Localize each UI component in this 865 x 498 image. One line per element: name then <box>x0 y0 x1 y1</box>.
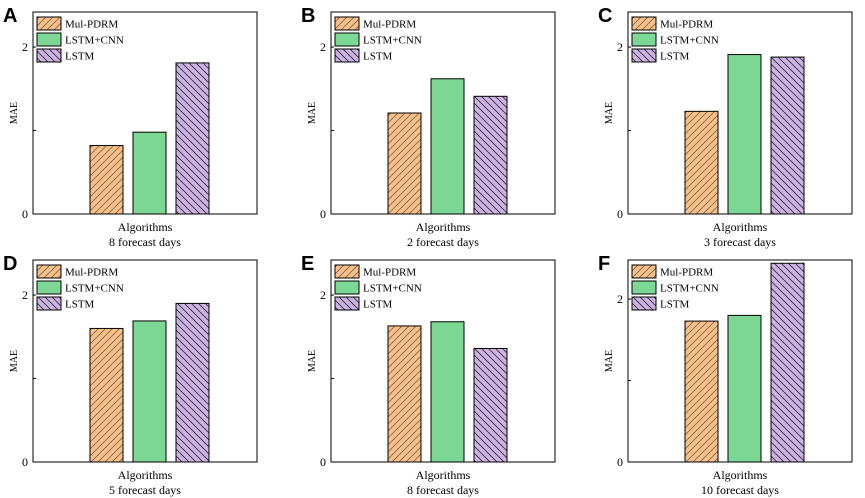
bar-lstm <box>770 262 805 463</box>
bar-mul-pdrm <box>684 110 719 215</box>
panel-letter: F <box>598 253 610 275</box>
legend-swatch <box>631 32 657 47</box>
legend-label: Mul-PDRM <box>363 19 416 31</box>
y-tick-label: 0 <box>22 207 28 221</box>
legend-swatch <box>36 16 62 31</box>
bar-mul-pdrm <box>387 325 422 463</box>
y-tick-label: 0 <box>320 455 326 469</box>
legend-swatch <box>36 280 62 295</box>
legend-label: LSTM+CNN <box>660 35 719 47</box>
y-tick-label: 2 <box>22 40 28 54</box>
legend-swatch <box>36 296 62 311</box>
y-tick-label: 2 <box>22 288 28 302</box>
legend-swatch <box>334 16 360 31</box>
legend-swatch <box>631 280 657 295</box>
legend-swatch <box>631 16 657 31</box>
legend-swatch <box>631 296 657 311</box>
panel-letter: D <box>3 253 17 275</box>
bar-lstm <box>770 56 805 215</box>
legend-label: LSTM+CNN <box>65 283 124 295</box>
x-axis-subtitle: 10 forecast days <box>701 483 779 497</box>
legend-label: LSTM+CNN <box>660 283 719 295</box>
x-axis-label: Algorithms <box>713 468 768 482</box>
legend-swatch <box>334 264 360 279</box>
bar-mul-pdrm <box>387 112 422 215</box>
legend-swatch <box>334 48 360 63</box>
y-tick-label: 2 <box>320 40 326 54</box>
y-tick-label: 2 <box>617 40 623 54</box>
x-axis-subtitle: 8 forecast days <box>407 483 479 497</box>
legend-label: LSTM <box>65 299 95 311</box>
y-axis-label: MAE <box>9 102 20 124</box>
x-axis-label: Algorithms <box>713 220 768 234</box>
x-axis-subtitle: 2 forecast days <box>407 235 479 249</box>
legend-label: Mul-PDRM <box>660 19 713 31</box>
x-axis-label: Algorithms <box>416 468 471 482</box>
y-axis-label: MAE <box>604 350 615 372</box>
bar-mul-pdrm <box>89 145 124 215</box>
legend-label: LSTM+CNN <box>65 35 124 47</box>
panel-letter: A <box>3 5 17 27</box>
y-tick-label: 0 <box>320 207 326 221</box>
legend-label: LSTM+CNN <box>363 283 422 295</box>
legend-label: LSTM <box>660 299 690 311</box>
legend-label: Mul-PDRM <box>660 267 713 279</box>
bar-lstm <box>175 62 210 215</box>
legend-label: LSTM <box>660 51 690 63</box>
bar-lstm-cnn <box>132 320 167 463</box>
x-axis-subtitle: 8 forecast days <box>109 235 181 249</box>
legend-label: LSTM <box>363 299 393 311</box>
y-tick-label: 2 <box>320 288 326 302</box>
x-axis-subtitle: 3 forecast days <box>704 235 776 249</box>
legend-swatch <box>631 264 657 279</box>
y-axis-label: MAE <box>9 350 20 372</box>
panel-letter: B <box>301 5 315 27</box>
bar-lstm-cnn <box>727 54 762 215</box>
legend-label: LSTM <box>65 51 95 63</box>
y-axis-label: MAE <box>604 102 615 124</box>
bar-lstm-cnn <box>430 321 465 463</box>
y-tick-label: 2 <box>617 292 623 306</box>
legend-swatch <box>36 32 62 47</box>
x-axis-label: Algorithms <box>118 220 173 234</box>
y-axis-label: MAE <box>307 102 318 124</box>
y-tick-label: 0 <box>22 455 28 469</box>
legend-label: Mul-PDRM <box>65 267 118 279</box>
legend-swatch <box>334 296 360 311</box>
x-axis-subtitle: 5 forecast days <box>109 483 181 497</box>
legend-label: LSTM <box>363 51 393 63</box>
legend-swatch <box>334 280 360 295</box>
bar-mul-pdrm <box>684 320 719 463</box>
legend-swatch <box>631 48 657 63</box>
bar-lstm-cnn <box>727 314 762 463</box>
legend-swatch <box>36 48 62 63</box>
bar-lstm-cnn <box>132 131 167 215</box>
bar-lstm-cnn <box>430 78 465 215</box>
bar-mul-pdrm <box>89 327 124 463</box>
legend-label: LSTM+CNN <box>363 35 422 47</box>
y-axis-label: MAE <box>307 350 318 372</box>
bar-lstm <box>473 347 508 463</box>
y-tick-label: 0 <box>617 455 623 469</box>
x-axis-label: Algorithms <box>416 220 471 234</box>
y-tick-label: 0 <box>617 207 623 221</box>
legend-swatch <box>36 264 62 279</box>
legend-swatch <box>334 32 360 47</box>
panel-letter: E <box>301 253 314 275</box>
bar-lstm <box>175 302 210 463</box>
legend-label: Mul-PDRM <box>363 267 416 279</box>
bar-lstm <box>473 95 508 215</box>
panel-letter: C <box>598 5 612 27</box>
x-axis-label: Algorithms <box>118 468 173 482</box>
legend-label: Mul-PDRM <box>65 19 118 31</box>
